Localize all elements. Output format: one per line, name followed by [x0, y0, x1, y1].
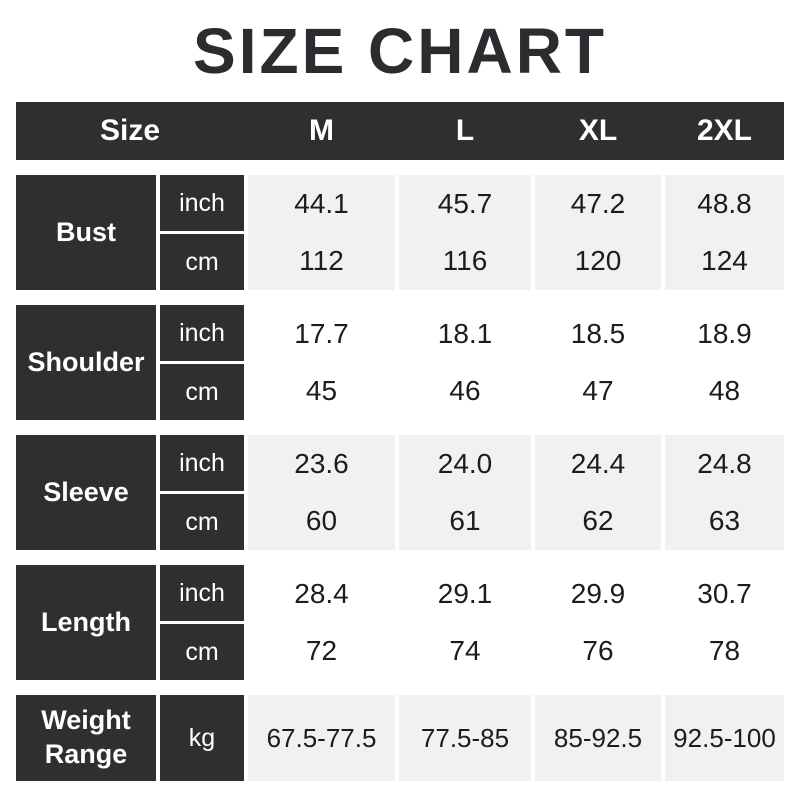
- unit-inch: inch: [160, 175, 244, 231]
- value-inch: 29.1: [437, 577, 493, 609]
- value-inch: 18.1: [437, 317, 493, 349]
- section-length: Length inch cm 28.4 72 29.1 74 29.9 76 3…: [16, 565, 784, 680]
- value-kg: 77.5-85: [420, 722, 510, 753]
- section-shoulder: Shoulder inch cm 17.7 45 18.1 46 18.5 47…: [16, 305, 784, 420]
- value-inch: 30.7: [697, 577, 752, 609]
- value-cm: 46: [449, 375, 481, 407]
- cell-sleeve-2xl: 24.8 63: [665, 435, 784, 550]
- cell-bust-l: 45.7 116: [399, 175, 531, 290]
- table-header: Size M L XL 2XL: [16, 102, 784, 160]
- row-label-bust: Bust: [16, 175, 156, 290]
- cell-shoulder-m: 17.7 45: [248, 305, 395, 420]
- unit-kg: kg: [160, 695, 244, 781]
- section-weight-range: Weight Range kg 67.5-77.5 77.5-85 85-92.…: [16, 695, 784, 781]
- header-size: Size: [99, 114, 161, 147]
- row-label-sleeve: Sleeve: [16, 435, 156, 550]
- value-cm: 72: [305, 635, 338, 667]
- value-inch: 29.9: [570, 577, 626, 609]
- value-cm: 116: [442, 245, 488, 277]
- value-cm: 76: [582, 635, 614, 667]
- value-cm: 63: [708, 505, 741, 537]
- cell-sleeve-l: 24.0 61: [399, 435, 531, 550]
- row-label-weight-range: Weight Range: [16, 695, 156, 781]
- header-col-2xl: 2XL: [696, 114, 753, 147]
- value-kg: 92.5-100: [673, 722, 776, 753]
- value-inch: 17.7: [294, 317, 349, 349]
- value-cm: 112: [299, 245, 344, 277]
- value-cm: 120: [574, 245, 622, 277]
- cell-bust-2xl: 48.8 124: [665, 175, 784, 290]
- value-inch: 23.6: [294, 447, 349, 479]
- unit-cm: cm: [160, 234, 244, 290]
- cell-bust-m: 44.1 112: [248, 175, 395, 290]
- section-sleeve: Sleeve inch cm 23.6 60 24.0 61 24.4 62 2…: [16, 435, 784, 550]
- cell-length-xl: 29.9 76: [535, 565, 661, 680]
- cell-weight-2xl: 92.5-100: [665, 695, 784, 781]
- cell-bust-xl: 47.2 120: [535, 175, 661, 290]
- cell-shoulder-2xl: 18.9 48: [665, 305, 784, 420]
- value-inch: 44.1: [294, 187, 349, 219]
- value-cm: 47: [582, 375, 614, 407]
- page-title: SIZE CHART: [193, 15, 607, 87]
- value-inch: 47.2: [570, 187, 626, 219]
- unit-inch: inch: [160, 435, 244, 491]
- value-inch: 24.4: [570, 447, 626, 479]
- unit-inch: inch: [160, 305, 244, 361]
- row-label-shoulder: Shoulder: [16, 305, 156, 420]
- cell-weight-m: 67.5-77.5: [248, 695, 395, 781]
- unit-cm: cm: [160, 364, 244, 420]
- value-inch: 24.0: [437, 447, 493, 479]
- value-inch: 45.7: [437, 187, 493, 219]
- unit-inch: inch: [160, 565, 244, 621]
- header-col-xl: XL: [578, 114, 618, 147]
- value-cm: 74: [449, 635, 481, 667]
- unit-cm: cm: [160, 494, 244, 550]
- title-bar: SIZE CHART: [0, 0, 800, 102]
- cell-length-m: 28.4 72: [248, 565, 395, 680]
- cell-sleeve-xl: 24.4 62: [535, 435, 661, 550]
- cell-weight-l: 77.5-85: [399, 695, 531, 781]
- value-cm: 61: [449, 505, 481, 537]
- value-inch: 24.8: [697, 447, 752, 479]
- cell-sleeve-m: 23.6 60: [248, 435, 395, 550]
- value-cm: 78: [708, 635, 741, 667]
- header-col-m: M: [309, 114, 334, 147]
- cell-length-l: 29.1 74: [399, 565, 531, 680]
- value-cm: 62: [582, 505, 614, 537]
- cell-length-2xl: 30.7 78: [665, 565, 784, 680]
- cell-weight-xl: 85-92.5: [535, 695, 661, 781]
- section-bust: Bust inch cm 44.1 112 45.7 116 47.2 120 …: [16, 175, 784, 290]
- row-label-length: Length: [16, 565, 156, 680]
- value-inch: 28.4: [294, 577, 349, 609]
- value-inch: 18.5: [570, 317, 626, 349]
- cell-shoulder-xl: 18.5 47: [535, 305, 661, 420]
- header-col-l: L: [455, 114, 475, 147]
- cell-shoulder-l: 18.1 46: [399, 305, 531, 420]
- value-cm: 60: [305, 505, 338, 537]
- unit-cm: cm: [160, 624, 244, 680]
- value-cm: 124: [701, 245, 748, 277]
- value-kg: 67.5-77.5: [266, 722, 377, 753]
- value-cm: 48: [708, 375, 741, 407]
- value-inch: 48.8: [697, 187, 752, 219]
- value-kg: 85-92.5: [553, 722, 643, 753]
- value-cm: 45: [305, 375, 338, 407]
- value-inch: 18.9: [697, 317, 752, 349]
